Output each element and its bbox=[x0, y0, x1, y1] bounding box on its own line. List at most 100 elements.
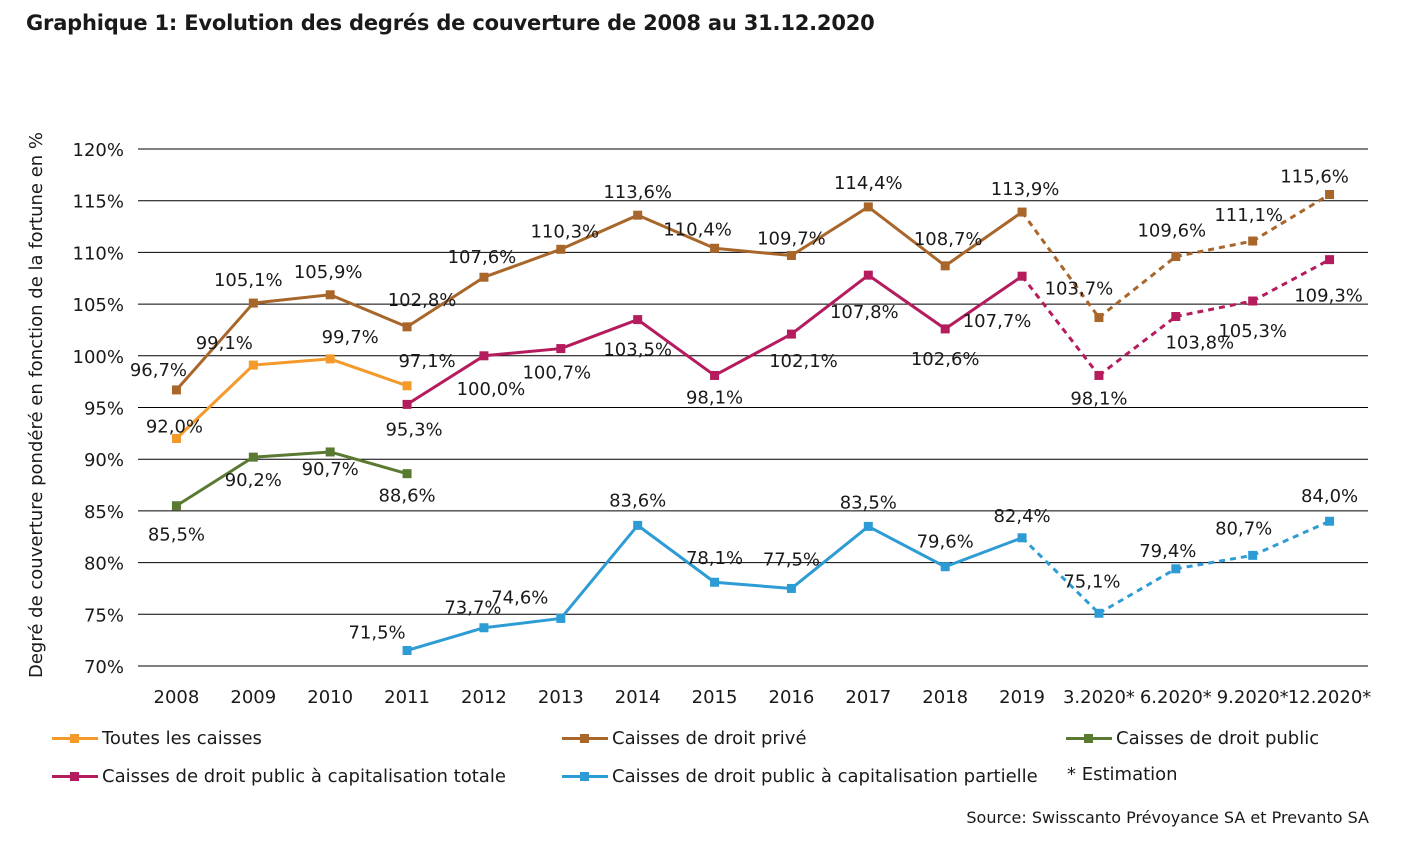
series-segment bbox=[636, 524, 716, 584]
series-segment bbox=[175, 455, 255, 507]
series-4 bbox=[402, 255, 1335, 409]
data-label: 77,5% bbox=[763, 549, 820, 570]
data-label: 107,7% bbox=[963, 311, 1032, 332]
y-axis-ticks: 70% 75% 80% 85% 90% 95% 100% 105% 110% 115% 120% bbox=[73, 140, 124, 678]
legend-item: Toutes les caisses bbox=[52, 728, 262, 749]
data-label: 79,4% bbox=[1139, 541, 1196, 562]
data-point bbox=[1248, 236, 1258, 246]
series-segment bbox=[944, 210, 1023, 268]
data-label: 115,6% bbox=[1280, 166, 1349, 187]
data-label: 92,0% bbox=[146, 417, 203, 438]
series-segment bbox=[713, 332, 793, 377]
series-segment bbox=[790, 273, 870, 336]
data-label: 74,6% bbox=[491, 587, 548, 608]
gridlines bbox=[138, 148, 1368, 667]
data-label: 103,8% bbox=[1165, 333, 1234, 354]
data-label: 98,1% bbox=[1070, 388, 1127, 409]
legend-label: Toutes les caisses bbox=[102, 728, 262, 749]
data-point bbox=[402, 322, 412, 332]
legend-label: Caisses de droit public bbox=[1116, 728, 1320, 749]
series-segment bbox=[867, 205, 947, 268]
legend-swatch bbox=[562, 771, 608, 783]
data-label: 99,1% bbox=[196, 333, 253, 354]
data-label: 114,4% bbox=[834, 173, 903, 194]
data-label: 75,1% bbox=[1063, 571, 1120, 592]
data-point bbox=[1171, 252, 1181, 262]
data-point bbox=[863, 521, 873, 531]
data-label: 102,6% bbox=[911, 349, 980, 370]
series-segment bbox=[253, 293, 331, 305]
legend-label: Caisses de droit privé bbox=[612, 728, 807, 749]
series-segment bbox=[637, 213, 716, 250]
data-label: 84,0% bbox=[1301, 486, 1358, 507]
y-tick-label: 85% bbox=[84, 502, 124, 523]
y-tick-label: 120% bbox=[73, 140, 124, 161]
series-segment bbox=[483, 616, 561, 630]
data-label: 105,9% bbox=[294, 262, 363, 283]
series-segment bbox=[253, 450, 331, 459]
series-segment bbox=[175, 364, 255, 440]
data-point bbox=[248, 298, 258, 308]
series-segment bbox=[867, 273, 947, 331]
data-point bbox=[479, 351, 489, 361]
data-label: 110,3% bbox=[530, 221, 599, 242]
legend-label: Caisses de droit public à capitalisation… bbox=[102, 766, 506, 787]
series-segment bbox=[560, 213, 639, 251]
data-point bbox=[1248, 550, 1258, 560]
data-point bbox=[171, 434, 181, 444]
x-tick-label: 2008 bbox=[154, 687, 200, 708]
chart-title: Graphique 1: Evolution des degrés de cou… bbox=[26, 11, 875, 35]
legend-item: Caisses de droit public à capitalisation… bbox=[562, 766, 1038, 787]
y-tick-label: 115% bbox=[73, 192, 124, 213]
x-tick-label: 12.2020* bbox=[1288, 687, 1371, 708]
series-segment bbox=[253, 357, 331, 367]
data-label: 90,2% bbox=[225, 470, 282, 491]
legend-label: Caisses de droit public à capitalisation… bbox=[612, 766, 1038, 787]
series-segment bbox=[406, 275, 485, 329]
data-label: 103,7% bbox=[1045, 279, 1114, 300]
data-point bbox=[556, 344, 566, 354]
series-segment bbox=[175, 302, 255, 391]
series-segment bbox=[944, 274, 1023, 331]
data-point bbox=[479, 623, 489, 633]
data-point bbox=[1248, 296, 1258, 306]
series-segment bbox=[1020, 275, 1101, 377]
data-label: 109,7% bbox=[757, 229, 826, 250]
legend-swatch bbox=[52, 771, 98, 783]
x-tick-label: 3.2020* bbox=[1063, 687, 1135, 708]
series-segment bbox=[790, 525, 870, 590]
series-segment bbox=[560, 318, 639, 350]
series-segment bbox=[790, 205, 870, 257]
data-label: 95,3% bbox=[385, 419, 442, 440]
data-label: 105,3% bbox=[1218, 321, 1287, 342]
series-1 bbox=[171, 354, 412, 444]
data-label: 113,6% bbox=[603, 182, 672, 203]
x-tick-label: 2011 bbox=[384, 687, 430, 708]
series-segment bbox=[1098, 255, 1177, 319]
data-point bbox=[1094, 313, 1104, 323]
series-segment bbox=[1175, 299, 1253, 318]
data-label: 88,6% bbox=[378, 486, 435, 507]
series-segment bbox=[1098, 315, 1177, 377]
data-point bbox=[710, 577, 720, 587]
series-segment bbox=[714, 246, 792, 257]
data-label: 71,5% bbox=[348, 622, 405, 643]
data-label: 79,6% bbox=[917, 532, 974, 553]
data-label: 113,9% bbox=[991, 179, 1060, 200]
x-tick-label: 2009 bbox=[230, 687, 276, 708]
x-tick-label: 2010 bbox=[307, 687, 353, 708]
data-label: 109,3% bbox=[1294, 286, 1363, 307]
data-point bbox=[863, 202, 873, 212]
data-label: 100,7% bbox=[522, 363, 591, 384]
data-point bbox=[940, 261, 950, 271]
data-label: 82,4% bbox=[993, 506, 1050, 527]
data-point bbox=[402, 399, 412, 409]
data-point bbox=[633, 520, 643, 530]
series-segment bbox=[483, 247, 562, 279]
series-segment bbox=[329, 357, 408, 388]
data-point bbox=[171, 385, 181, 395]
data-label: 110,4% bbox=[663, 219, 732, 240]
data-point bbox=[248, 360, 258, 370]
legend-swatch bbox=[1066, 733, 1112, 745]
x-tick-label: 2012 bbox=[461, 687, 507, 708]
